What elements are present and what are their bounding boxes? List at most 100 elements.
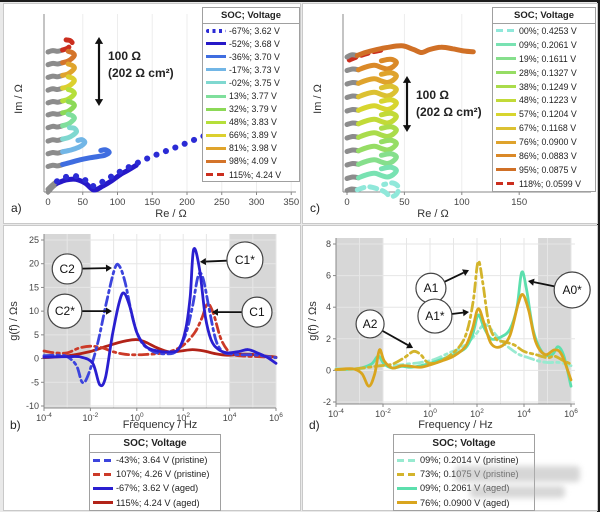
legend-swatch-solid [206,94,226,98]
legend-row-66-3-89-v: 66%; 3.89 V [203,129,299,142]
legend-label: 57%; 0.1204 V [519,109,577,120]
legend-label: 86%; 0.0883 V [519,150,577,161]
y-tick-label: 25 [29,235,39,245]
process-arrow-c2 [82,267,106,270]
legend-label: 09%; 0.2061 V (aged) [420,483,510,494]
y-tick-label: -2 [323,397,331,407]
x-tick-label: 10-4 [36,412,52,423]
panel-c-nyquist: 0 50 100 150 Im / Ω Re / Ω c) 100 Ω (202 Ω … [302,3,598,224]
process-circle-a2 [355,309,385,339]
legend-b-title: SOC; Voltage [90,435,220,453]
x-tick-label: 106 [269,412,283,423]
panel-letter-c: c) [310,201,320,215]
y-tick-label: 8 [326,239,331,249]
series-67-3-62-v-aged [42,247,278,388]
legend-row-38-0-1249-v: 38%; 0.1249 V [493,80,595,94]
series-73-0-1075-v-pristine [334,259,573,371]
y-axis-label-b: g(f) / Ωs [8,301,20,341]
y-tick-label: 0 [326,365,331,375]
process-arrow-a2 [381,329,409,346]
series-09-0-2061-v [356,164,399,181]
x-tick-label: 150 [511,197,527,208]
legend-row-81-3-98-v: 81%; 3.98 V [203,142,299,155]
process-arrow-a1 [444,271,464,283]
legend-swatch-solid [206,159,226,163]
legend-row-76-0-0900-v-aged: 76%; 0.0900 V (aged) [394,496,534,510]
x-tick-label: 100 [423,408,437,419]
series-38-0-1249-v [356,124,399,140]
process-label-a1: A1 [424,281,439,295]
legend-swatch-solid [206,146,226,150]
legend-swatch-dashed [93,472,113,476]
legend-label: 66%; 3.89 V [229,130,277,141]
legend-label: 32%; 3.79 V [229,104,277,115]
process-arrow-c1 [199,257,207,266]
process-label-a1: A1* [425,309,445,323]
y-tick-label: 5 [34,330,39,340]
scale-arrow [402,125,412,132]
legend-label: 67%; 0.1168 V [519,123,577,134]
watermark-blur [470,486,565,498]
legend-row-09-0-2061-v: 09%; 0.2061 V [493,38,595,52]
legend-row-32-3-79-v: 32%; 3.79 V [203,103,299,116]
legend-a: SOC; Voltage -67%; 3.62 V -52%; 3.68 V -36… [202,7,300,183]
x-axis-label-d: Frequency / Hz [418,419,493,431]
legend-swatch-dashed [496,29,516,33]
process-arrow-c2 [105,307,112,315]
process-label-a2: A2 [363,317,378,331]
legend-label: -17%; 3.73 V [229,64,280,75]
scale-annotation-c-line2: (202 Ω cm²) [416,105,482,120]
legend-row-115-4-24-v: 115%; 4.24 V [203,168,299,181]
x-tick-label: 50 [399,197,410,208]
y-tick-label: 2 [326,334,331,344]
x-tick-label: 50 [77,197,88,208]
legend-row-95-0-0875-v: 95%; 0.0875 V [493,163,595,177]
series-02-3-75-v [60,125,80,142]
scale-arrow [402,76,412,83]
legend-swatch-solid [496,112,516,116]
process-circle-c1 [241,296,273,328]
legend-label: 115%; 4.24 V (aged) [116,497,200,508]
series-28-0-1327-v [356,137,399,154]
panel-b-drt: 10-4 10-2 100 102 104 106 -10 -5 0 5 10 15 20 25 C2 C2*… [3,225,301,511]
legend-row-107-4-26-v-pristine: 107%; 4.26 V (pristine) [90,467,220,481]
legend-swatch-solid [206,55,226,59]
process-circle-a1 [417,298,453,334]
process-label-c1: C1* [235,253,255,267]
x-tick-label: 10-2 [83,412,99,423]
legend-swatch-dashed [496,182,516,186]
legend-swatch-solid [397,501,417,505]
legend-swatch-solid [206,120,226,124]
legend-b: SOC; Voltage -43%; 3.64 V (pristine) 107%… [89,434,221,511]
legend-row-19-0-1611-v: 19%; 0.1611 V [493,52,595,66]
legend-label: 118%; 0.0599 V [519,178,581,189]
legend-swatch-solid [496,43,516,47]
panel-letter-d: d) [309,418,320,432]
legend-c-title: SOC; Voltage [493,8,595,24]
x-tick-label: 0 [344,197,349,208]
legend-swatch-solid [496,168,516,172]
process-circle-c2 [47,293,83,329]
image-border-top [0,0,600,2]
legend-swatch-solid [206,133,226,137]
process-label-a0: A0* [562,283,582,297]
excluded-band [538,238,571,404]
legend-row-67-3-62-v-aged: -67%; 3.62 V (aged) [90,481,220,495]
legend-label: -67%; 3.62 V [229,25,280,36]
series-66-3-89-v [60,74,77,91]
legend-swatch-solid [496,85,516,88]
legend-a-title: SOC; Voltage [203,8,299,24]
series-95-0-0875-v [354,43,476,58]
series-76-0-0900-v [356,70,399,86]
x-axis-label-a: Re / Ω [155,208,187,220]
legend-label: 13%; 3.77 V [229,91,277,102]
legend-c: SOC; Voltage 00%; 0.4253 V 09%; 0.2061 V 1… [492,7,596,192]
legend-swatch-dashed [206,173,226,177]
series-36-3-70-v [60,147,112,167]
x-axis-label-b: Frequency / Hz [122,419,198,431]
x-tick-label: 102 [470,408,484,419]
legend-label: 76%; 0.0900 V [519,137,577,148]
drt-plot-d: 10-4 10-2 100 102 104 106 -2 0 2 4 6 8 A1 A1* A2 A0* [323,238,591,419]
scale-arrow [94,37,104,44]
y-axis-label-c: Im / Ω [312,84,324,114]
